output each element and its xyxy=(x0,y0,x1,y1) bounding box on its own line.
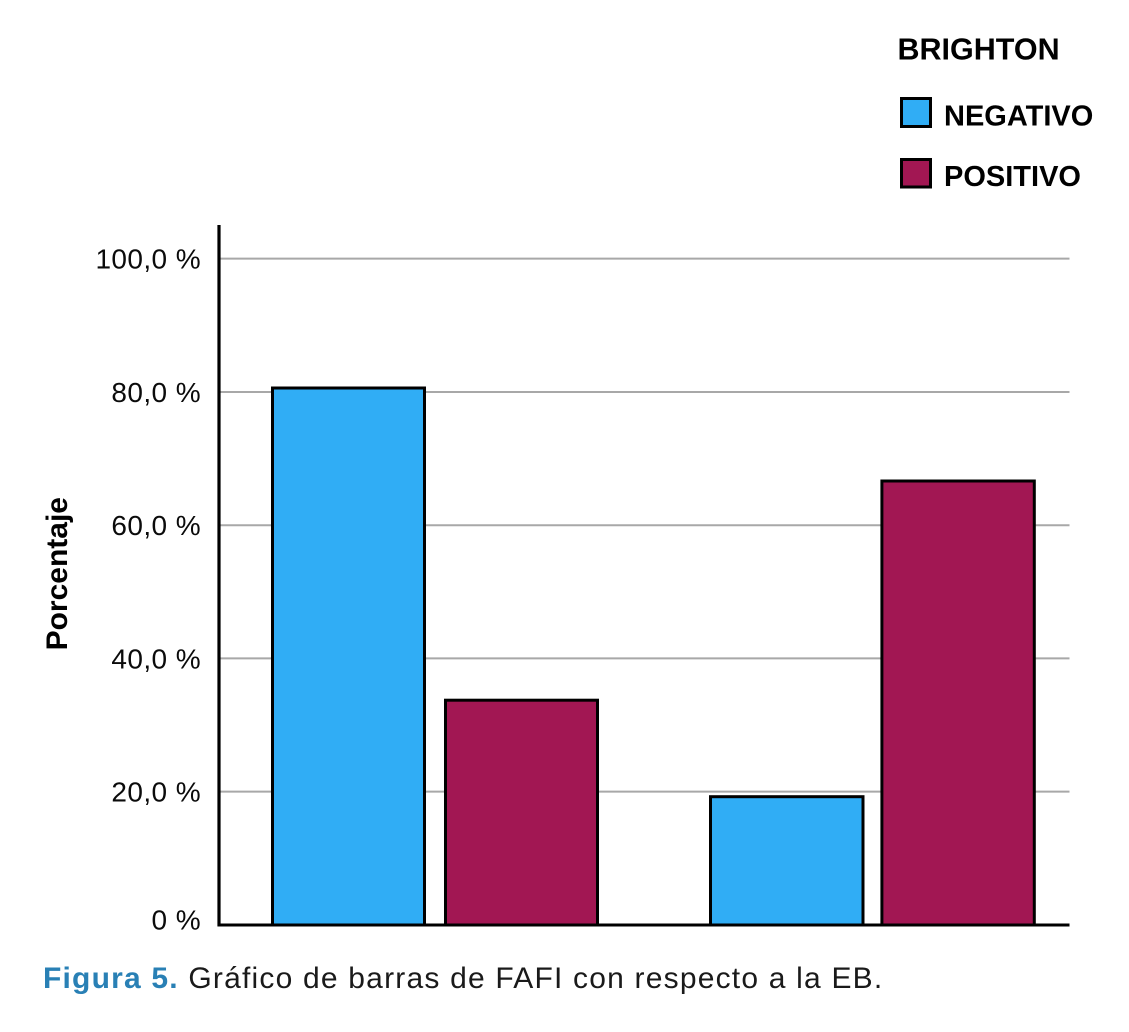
svg-text:Porcentaje: Porcentaje xyxy=(41,497,74,650)
svg-text:60,0 %: 60,0 % xyxy=(111,510,201,541)
svg-text:0 %: 0 % xyxy=(152,904,201,935)
svg-text:POSITIVO: POSITIVO xyxy=(944,161,1081,193)
svg-text:40,0 %: 40,0 % xyxy=(111,643,201,674)
svg-text:BRIGHTON: BRIGHTON xyxy=(898,33,1060,67)
svg-text:Figura 5. Gráfico de barras de: Figura 5. Gráfico de barras de FAFI con … xyxy=(43,962,883,995)
svg-text:80,0 %: 80,0 % xyxy=(111,377,201,408)
svg-text:100,0 %: 100,0 % xyxy=(95,244,201,275)
svg-text:NEGATIVO: NEGATIVO xyxy=(944,101,1093,133)
svg-text:20,0 %: 20,0 % xyxy=(111,777,201,808)
